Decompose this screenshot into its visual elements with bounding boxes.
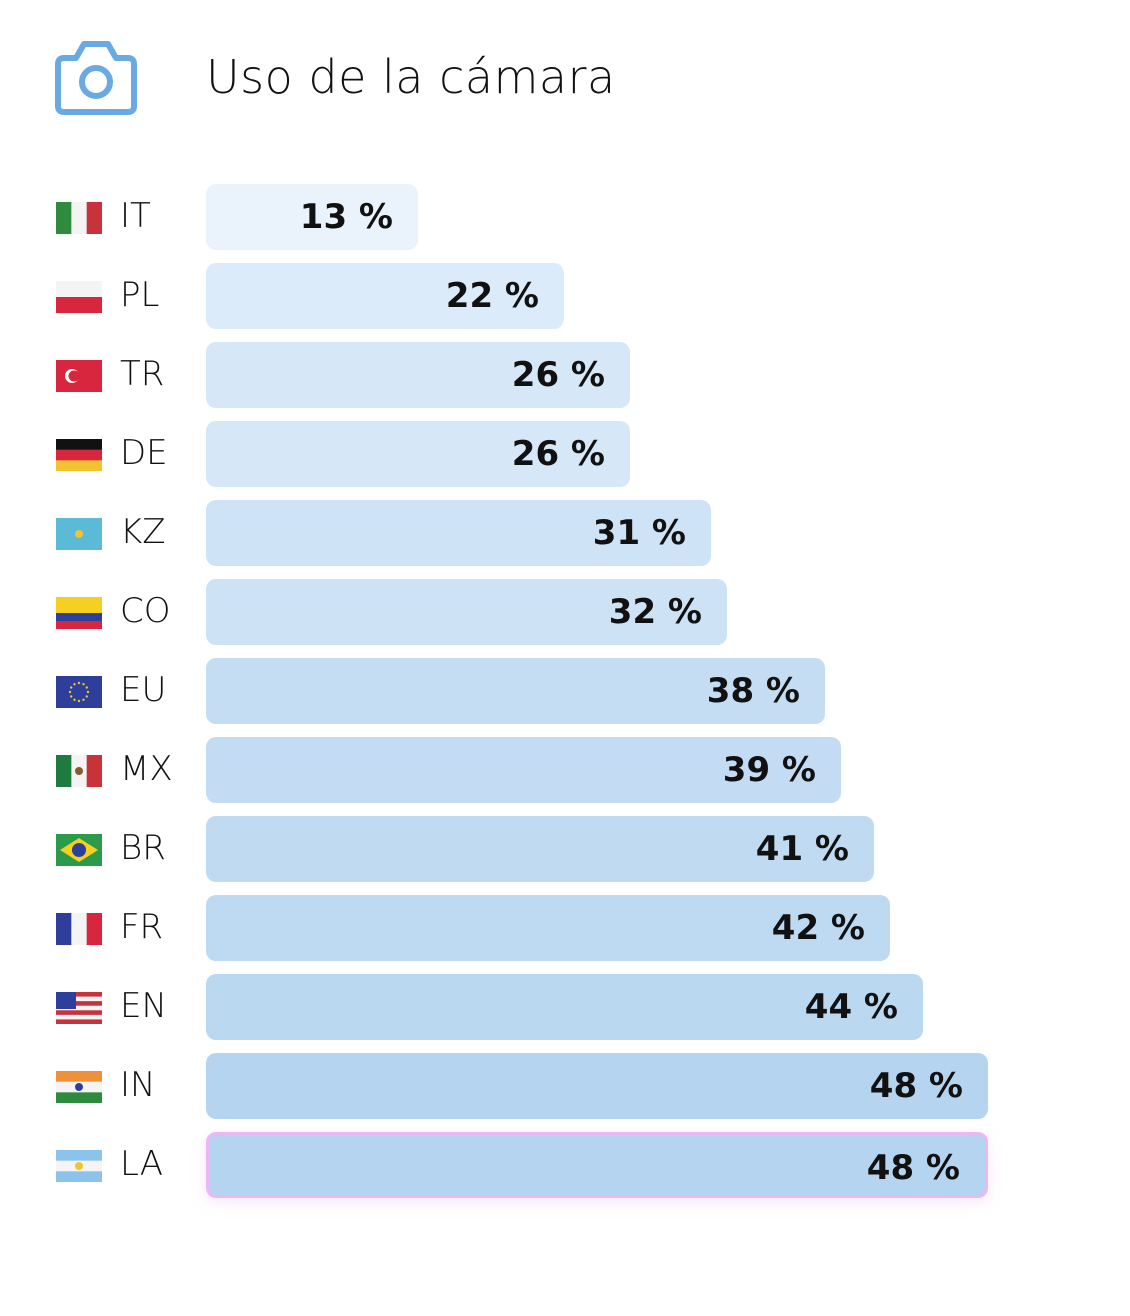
bar-br: 41 % (206, 816, 874, 882)
flag-tr-icon (56, 360, 102, 392)
flag-it-icon (56, 202, 102, 234)
flag-mx-icon (56, 755, 102, 787)
data-label: 41 % (755, 829, 849, 869)
bar-row-kz: KZ 31 % (0, 500, 1130, 566)
flag-eu-icon (56, 676, 102, 708)
data-label: 13 % (299, 197, 393, 237)
bar-row-en: EN 44 % (0, 974, 1130, 1040)
flag-co-icon (56, 597, 102, 629)
camera-icon (55, 41, 137, 115)
bar-row-in: IN 48 % (0, 1053, 1130, 1119)
flag-br-icon (56, 834, 102, 866)
chart-header: Uso de la cámara (0, 0, 1130, 160)
category-label: IT (120, 196, 151, 236)
data-label: 22 % (445, 276, 539, 316)
data-label: 26 % (511, 434, 605, 474)
bar-pl: 22 % (206, 263, 564, 329)
bar-eu: 38 % (206, 658, 825, 724)
category-label: TR (120, 354, 165, 394)
bar-kz: 31 % (206, 500, 711, 566)
bar-row-co: CO 32 % (0, 579, 1130, 645)
chart-title: Uso de la cámara (206, 50, 616, 104)
bar-fr: 42 % (206, 895, 890, 961)
bar-co: 32 % (206, 579, 727, 645)
bar-en: 44 % (206, 974, 923, 1040)
category-label: CO (120, 591, 171, 631)
category-label: LA (120, 1144, 163, 1184)
category-label: KZ (120, 512, 166, 552)
category-label: IN (120, 1065, 156, 1105)
category-label: EN (120, 986, 167, 1026)
bar-row-eu: EU 38 % (0, 658, 1130, 724)
bar-tr: 26 % (206, 342, 630, 408)
bar-in: 48 % (206, 1053, 988, 1119)
flag-fr-icon (56, 913, 102, 945)
flag-in-icon (56, 1071, 102, 1103)
data-label: 32 % (608, 592, 702, 632)
bar-row-tr: TR 26 % (0, 342, 1130, 408)
data-label: 31 % (592, 513, 686, 553)
data-label: 48 % (866, 1148, 960, 1188)
bar-row-br: BR 41 % (0, 816, 1130, 882)
data-label: 42 % (771, 908, 865, 948)
category-label: BR (120, 828, 166, 868)
data-label: 44 % (804, 987, 898, 1027)
bar-mx: 39 % (206, 737, 841, 803)
bar-row-it: IT 13 % (0, 184, 1130, 250)
bar-row-pl: PL 22 % (0, 263, 1130, 329)
category-label: DE (120, 433, 168, 473)
bar-la: 48 % (206, 1132, 988, 1198)
category-label: MX (120, 749, 173, 789)
bar-row-fr: FR 42 % (0, 895, 1130, 961)
bar-de: 26 % (206, 421, 630, 487)
data-label: 48 % (869, 1066, 963, 1106)
category-label: PL (120, 275, 160, 315)
flag-kz-icon (56, 518, 102, 550)
data-label: 38 % (706, 671, 800, 711)
category-label: EU (120, 670, 167, 710)
bar-row-la: LA 48 % (0, 1132, 1130, 1198)
flag-la-icon (56, 1150, 102, 1182)
data-label: 26 % (511, 355, 605, 395)
flag-pl-icon (56, 281, 102, 313)
bar-it: 13 % (206, 184, 418, 250)
bar-row-de: DE 26 % (0, 421, 1130, 487)
data-label: 39 % (722, 750, 816, 790)
bar-row-mx: MX 39 % (0, 737, 1130, 803)
category-label: FR (120, 907, 164, 947)
flag-en-icon (56, 992, 102, 1024)
flag-de-icon (56, 439, 102, 471)
